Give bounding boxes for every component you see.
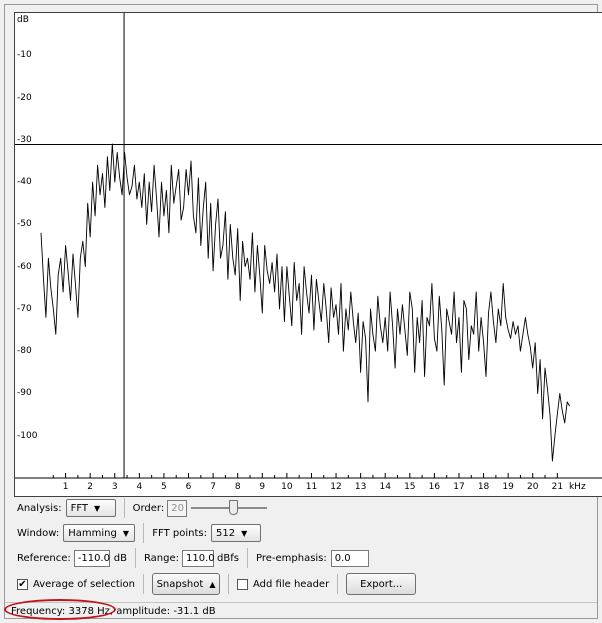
x-tick-label: 21 [551, 482, 564, 492]
x-tick-label: 19 [502, 482, 514, 492]
x-tick-label: 5 [161, 482, 167, 492]
x-tick-label: 6 [185, 482, 192, 492]
fft-points-label: FFT points: [152, 527, 207, 539]
chevron-up-icon: ▲ [209, 579, 216, 589]
x-tick-label: 20 [527, 482, 539, 492]
y-tick-label: -20 [17, 92, 32, 103]
fft-points-dropdown[interactable]: 512 ▼ [210, 524, 261, 542]
pre-emphasis-label: Pre-emphasis: [255, 552, 327, 564]
pre-emphasis-input[interactable]: 0.0 [330, 549, 369, 567]
analysis-row: Analysis: FFT ▼ Order: 20 [17, 497, 268, 519]
separator [123, 498, 125, 518]
analysis-value: FFT [70, 502, 89, 514]
range-input[interactable]: 110.0 [182, 549, 215, 567]
x-tick-label: 17 [453, 482, 465, 492]
x-tick-label: 2 [87, 482, 94, 492]
reference-label: Reference: [17, 552, 71, 564]
chevron-down-icon: ▼ [241, 528, 248, 538]
y-tick-label: -70 [17, 303, 32, 314]
analysis-label: Analysis: [17, 502, 62, 514]
range-label: Range: [143, 552, 180, 564]
average-label: Average of selection [33, 578, 136, 590]
window-dropdown[interactable]: Hamming ▼ [63, 524, 136, 542]
x-tick-label: 16 [428, 482, 441, 492]
x-tick-label: 7 [210, 482, 216, 492]
y-tick-label: -60 [17, 261, 32, 272]
status-bar: Frequency: 3378 Hz, amplitude: -31.1 dB [5, 602, 597, 619]
y-unit-label: dB [17, 15, 29, 25]
chevron-down-icon: ▼ [94, 503, 101, 513]
actions-row: ✔ Average of selection Snapshot ▲ Add fi… [17, 573, 417, 595]
range-unit: dBfs [217, 552, 239, 564]
reference-input[interactable]: -110.0 [73, 549, 110, 567]
y-tick-label: -100 [17, 430, 38, 441]
status-text: Frequency: 3378 Hz, amplitude: -31.1 dB [11, 605, 216, 617]
x-tick-label: 15 [404, 482, 416, 492]
y-tick-label: -30 [17, 134, 32, 145]
snapshot-label: Snapshot [156, 578, 204, 590]
snapshot-button[interactable]: Snapshot ▲ [152, 573, 221, 595]
x-tick-label: 4 [136, 482, 143, 492]
reference-unit: dB [113, 552, 127, 564]
x-unit-label: kHz [568, 482, 586, 492]
average-checkbox[interactable]: ✔ [17, 578, 28, 590]
x-tick-label: 9 [259, 482, 266, 492]
x-tick-label: 14 [379, 482, 391, 492]
x-tick-label: 12 [330, 482, 342, 492]
analysis-dropdown[interactable]: FFT ▼ [65, 499, 116, 517]
x-tick-label: 1 [62, 482, 69, 492]
separator [246, 548, 248, 568]
window-label: Window: [17, 527, 60, 539]
y-tick-label: -10 [17, 50, 32, 61]
add-header-checkbox[interactable] [237, 578, 249, 590]
separator [134, 548, 136, 568]
separator [143, 523, 145, 543]
spectrum-line [40, 143, 570, 462]
y-tick-label: -90 [17, 388, 32, 399]
order-label: Order: [132, 502, 165, 514]
y-tick-label: -50 [17, 219, 32, 230]
order-slider[interactable] [191, 499, 268, 517]
spectrum-chart [15, 13, 602, 479]
x-tick-label: 18 [477, 482, 490, 492]
fft-points-value: 512 [215, 527, 236, 539]
separator [143, 574, 145, 594]
order-input[interactable]: 20 [167, 499, 188, 517]
x-tick-label: 3 [111, 482, 118, 492]
window-value: Hamming [68, 527, 117, 539]
separator [337, 574, 339, 594]
separator [228, 574, 230, 594]
chevron-down-icon: ▼ [122, 528, 130, 538]
x-tick-label: 10 [281, 482, 293, 492]
export-button[interactable]: Export... [346, 573, 417, 595]
x-tick-label: 11 [305, 482, 318, 492]
x-tick-label: 13 [354, 482, 367, 492]
y-tick-label: -80 [17, 346, 32, 357]
check-icon: ✔ [18, 578, 27, 590]
reference-row: Reference: -110.0 dB Range: 110.0 dBfs P… [17, 547, 369, 569]
add-header-label: Add file header [253, 578, 330, 590]
slider-thumb[interactable] [229, 500, 239, 515]
window-row: Window: Hamming ▼ FFT points: 512 ▼ [17, 522, 261, 544]
x-tick-label: 8 [234, 482, 241, 492]
y-tick-label: -40 [17, 177, 32, 188]
